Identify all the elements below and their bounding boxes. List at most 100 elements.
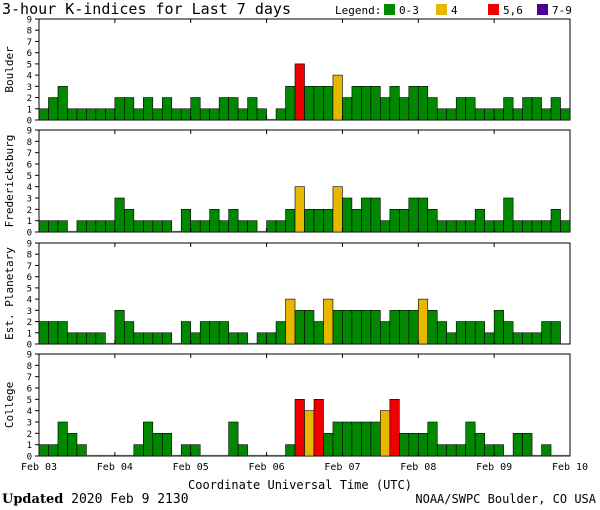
k-index-bar [455, 444, 466, 457]
k-index-bar [465, 97, 476, 121]
y-tick-label: 5 [27, 172, 32, 182]
y-tick-label: 1 [27, 329, 32, 339]
k-index-bar [541, 444, 552, 457]
k-index-bar [560, 108, 571, 121]
x-tick-label: Feb 08 [400, 462, 436, 473]
k-index-bar [48, 444, 59, 457]
k-index-bar [237, 332, 248, 345]
y-tick-label: 7 [27, 262, 32, 272]
y-tick-label: 8 [27, 138, 32, 148]
k-index-bar [133, 332, 144, 345]
k-index-bar [361, 421, 372, 457]
y-tick-label: 4 [27, 183, 32, 193]
k-index-bar [512, 220, 523, 233]
k-index-bar [304, 310, 315, 345]
legend-swatch [436, 4, 447, 15]
k-index-bar [512, 332, 523, 345]
k-index-bar [294, 399, 305, 457]
k-index-bar [455, 97, 466, 121]
k-index-bar [38, 220, 49, 233]
k-index-bar [408, 86, 419, 121]
y-tick-label: 6 [27, 385, 32, 395]
k-index-bar [503, 97, 514, 121]
y-tick-label: 9 [27, 351, 32, 361]
k-index-bar [67, 433, 78, 457]
y-tick-label: 0 [27, 117, 32, 127]
k-index-bar [161, 433, 173, 457]
k-index-bar [351, 86, 362, 121]
y-tick-label: 7 [27, 38, 32, 48]
k-index-bar [512, 108, 523, 121]
k-index-bar [427, 97, 438, 121]
k-index-bar [493, 108, 504, 121]
y-tick-label: 2 [27, 94, 32, 104]
legend-swatch [488, 4, 499, 15]
k-index-bar [294, 63, 305, 121]
k-index-bar [332, 186, 343, 233]
k-index-bar [161, 332, 173, 345]
k-index-bar [86, 220, 97, 233]
k-index-bar [332, 310, 343, 345]
k-index-bar [417, 433, 429, 457]
k-index-bar [465, 220, 476, 233]
k-index-bar [417, 86, 429, 121]
k-index-bar [237, 220, 248, 233]
k-index-bar [237, 108, 248, 121]
k-index-bar [218, 321, 229, 345]
k-index-bar [152, 220, 163, 233]
k-index-bar [228, 209, 239, 233]
k-index-bar [57, 321, 68, 345]
k-index-bar [351, 209, 362, 233]
y-tick-label: 8 [27, 27, 32, 37]
k-index-bar [389, 310, 400, 345]
k-index-bar [133, 444, 144, 457]
k-index-bar [124, 209, 135, 233]
k-index-bar [105, 108, 116, 121]
k-index-bar [180, 209, 192, 233]
k-index-bar [124, 321, 135, 345]
k-index-bar [560, 220, 571, 233]
station-label: Fredericksburg [3, 135, 16, 228]
y-tick-label: 0 [27, 229, 32, 239]
k-index-bar [465, 321, 476, 345]
k-index-bar [294, 310, 305, 345]
k-index-bar [522, 332, 533, 345]
k-index-bar [484, 220, 495, 233]
k-index-bar [190, 220, 201, 233]
k-index-bar [455, 321, 466, 345]
legend-item-label: 5,6 [503, 4, 523, 17]
legend-item-2: 5,6 [488, 4, 523, 17]
y-tick-label: 6 [27, 161, 32, 171]
x-tick-label: Feb 03 [21, 462, 57, 473]
k-index-bar [95, 332, 106, 345]
k-index-bar [361, 197, 372, 233]
k-index-bar [531, 97, 542, 121]
k-index-bar [152, 108, 163, 121]
k-index-bar [76, 108, 87, 121]
k-index-bar [48, 220, 59, 233]
k-index-bar [38, 444, 49, 457]
x-tick-label: Feb 10 [552, 462, 588, 473]
k-index-bar [380, 97, 391, 121]
k-index-bar [541, 108, 552, 121]
k-index-bar [285, 298, 296, 345]
k-index-bar [399, 209, 410, 233]
k-index-bar [399, 97, 410, 121]
k-index-bar [380, 321, 391, 345]
source-credit: NOAA/SWPC Boulder, CO USA [415, 492, 596, 506]
legend-item-0: 0-3 [384, 4, 419, 17]
k-index-bar [342, 421, 353, 457]
k-index-bar [180, 444, 192, 457]
k-index-bar [38, 321, 49, 345]
y-tick-label: 2 [27, 206, 32, 216]
k-index-bar [76, 220, 87, 233]
k-index-bar [199, 220, 210, 233]
k-index-bar [161, 220, 173, 233]
y-tick-label: 3 [27, 195, 32, 205]
y-tick-label: 0 [27, 341, 32, 351]
k-index-bar [484, 444, 495, 457]
k-index-bar [474, 108, 485, 121]
k-index-bar [446, 220, 457, 233]
y-tick-label: 7 [27, 149, 32, 159]
k-index-bar [285, 209, 296, 233]
